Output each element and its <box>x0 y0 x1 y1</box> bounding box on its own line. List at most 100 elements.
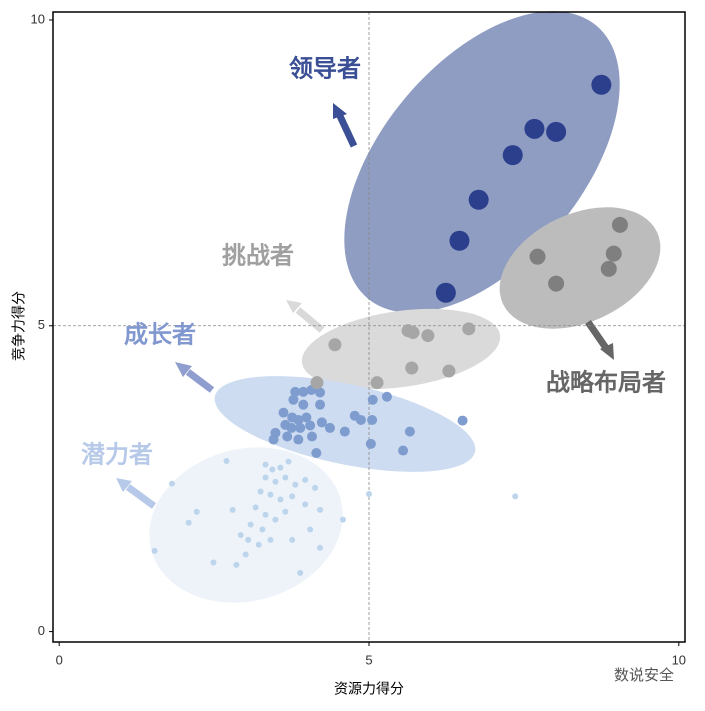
leader-ellipse <box>344 11 620 313</box>
point <box>168 480 175 487</box>
point <box>151 547 158 554</box>
point <box>286 422 297 433</box>
point <box>262 511 269 518</box>
point <box>462 322 476 336</box>
point <box>605 245 622 262</box>
point <box>406 326 420 340</box>
point <box>339 516 346 523</box>
plot: 0 5 10 0 5 10 <box>31 11 687 667</box>
point <box>502 145 523 166</box>
point <box>262 461 269 468</box>
point <box>310 376 324 390</box>
point <box>297 569 304 576</box>
point <box>293 414 304 425</box>
point <box>295 422 306 433</box>
point <box>262 474 269 481</box>
point <box>365 438 376 449</box>
point <box>546 121 567 142</box>
point <box>302 501 309 508</box>
point <box>257 488 264 495</box>
point <box>307 526 314 533</box>
point <box>290 386 301 397</box>
point <box>317 544 324 551</box>
point <box>315 387 326 398</box>
point <box>292 481 299 488</box>
point <box>306 431 317 442</box>
point <box>600 260 617 277</box>
arrows <box>116 103 614 509</box>
group-label: 潜力者 <box>81 440 153 468</box>
watermark: 数说安全 <box>614 666 674 684</box>
point <box>278 407 289 418</box>
point <box>255 541 262 548</box>
point <box>282 474 289 481</box>
point <box>285 458 292 465</box>
point <box>468 189 489 210</box>
point <box>193 508 200 515</box>
point <box>548 275 565 292</box>
point <box>457 415 468 426</box>
point <box>293 434 304 445</box>
point <box>442 364 456 378</box>
point <box>449 230 470 251</box>
point <box>233 561 240 568</box>
point <box>324 422 335 433</box>
point <box>339 426 350 437</box>
point <box>421 329 435 343</box>
point <box>223 457 230 464</box>
x-axis-label: 资源力得分 <box>334 681 404 697</box>
strategic-ellipse <box>499 207 661 329</box>
point <box>282 431 293 442</box>
point <box>405 361 419 375</box>
point <box>404 426 415 437</box>
y-tick-label: 10 <box>31 11 45 26</box>
plot-frame <box>52 11 686 643</box>
point <box>311 448 322 458</box>
point <box>269 466 276 473</box>
point <box>355 414 366 425</box>
point <box>305 420 316 431</box>
group-label: 挑战者 <box>222 241 294 269</box>
point <box>247 521 254 528</box>
group-label: 成长者 <box>124 320 196 348</box>
point <box>524 118 545 139</box>
point <box>277 464 284 471</box>
point <box>370 376 384 390</box>
point <box>529 248 546 265</box>
group-label: 战略布局者 <box>546 368 666 396</box>
point <box>267 491 274 498</box>
point <box>272 516 279 523</box>
point <box>367 414 378 425</box>
point <box>252 504 259 511</box>
x-tick-label: 10 <box>672 652 686 667</box>
point <box>367 394 378 405</box>
point <box>298 386 309 397</box>
point <box>282 508 289 515</box>
point <box>591 74 612 95</box>
x-tick-label: 0 <box>56 652 63 667</box>
point <box>435 282 456 303</box>
grower-ellipse <box>214 376 476 472</box>
point <box>366 490 372 497</box>
point <box>328 338 342 352</box>
group-label: 领导者 <box>289 54 361 82</box>
point <box>185 519 192 526</box>
y-tick-label: 5 <box>38 317 45 332</box>
point <box>312 484 319 491</box>
point <box>381 391 392 402</box>
point <box>259 526 266 533</box>
point <box>229 506 236 513</box>
point <box>288 394 299 405</box>
point <box>316 417 327 428</box>
point <box>237 531 244 538</box>
point <box>267 536 274 543</box>
point <box>302 476 309 483</box>
point <box>289 493 296 500</box>
point <box>242 551 249 558</box>
point <box>398 445 409 456</box>
point <box>298 399 309 410</box>
point <box>512 493 519 500</box>
point <box>277 496 284 503</box>
point <box>611 216 628 233</box>
